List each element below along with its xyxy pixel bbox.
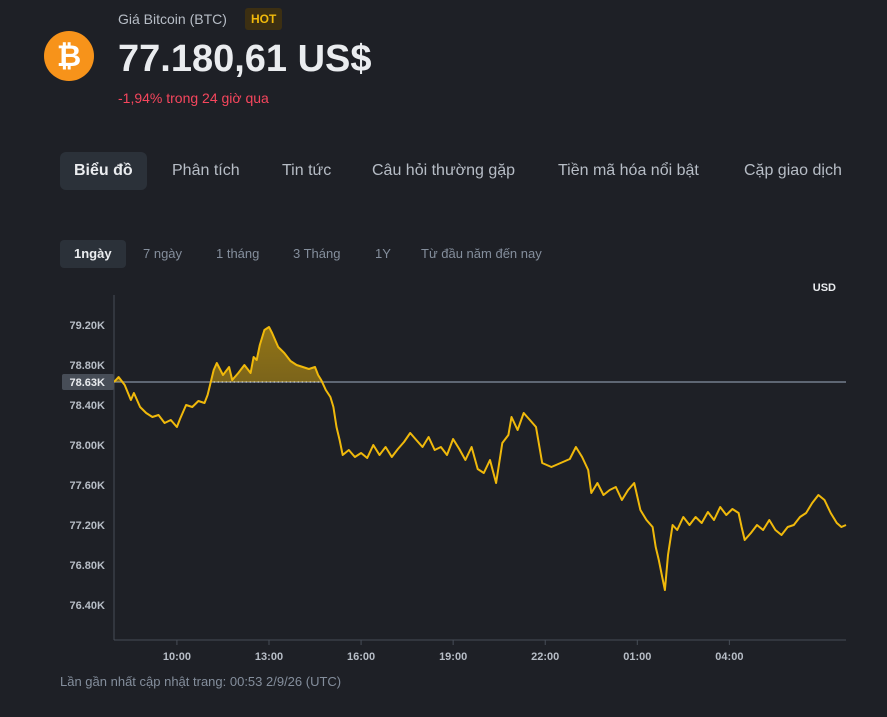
x-axis: 10:00 13:00 16:00 19:00 22:00 01:00 04:00 xyxy=(163,640,743,663)
reference-price-label: 78.63K xyxy=(70,377,106,389)
above-reference-area xyxy=(114,327,846,382)
current-price: 77.180,61 US$ xyxy=(118,38,372,80)
range-1d[interactable]: 1ngày xyxy=(60,240,126,268)
tab-faq[interactable]: Câu hỏi thường gặp xyxy=(372,162,516,179)
tab-news[interactable]: Tin tức xyxy=(282,162,332,179)
last-updated-text: Lần gần nhất cập nhật trang: 00:53 2/9/2… xyxy=(60,674,342,689)
tab-trending-crypto[interactable]: Tiền mã hóa nổi bật xyxy=(558,162,699,179)
x-tick-label: 10:00 xyxy=(163,651,191,663)
x-tick-label: 04:00 xyxy=(715,651,743,663)
range-1m[interactable]: 1 tháng xyxy=(216,246,260,261)
price-chart[interactable]: 79.20K 78.80K 78.40K 78.00K 77.60K 77.20K 76.8… xyxy=(0,270,887,670)
range-3m[interactable]: 3 Tháng xyxy=(293,246,341,261)
x-tick-label: 22:00 xyxy=(531,651,559,663)
price-change-24h: -1,94% trong 24 giờ qua xyxy=(118,90,269,106)
y-tick-label: 79.20K xyxy=(70,320,106,332)
currency-label: USD xyxy=(813,282,836,294)
x-tick-label: 16:00 xyxy=(347,651,375,663)
section-tabs: Biểu đồ Phân tích Tin tức Câu hỏi thường… xyxy=(60,152,887,192)
range-7d[interactable]: 7 ngày xyxy=(143,246,183,261)
y-tick-label: 76.80K xyxy=(70,560,106,572)
y-tick-label: 77.20K xyxy=(70,520,106,532)
range-ytd[interactable]: Từ đầu năm đến nay xyxy=(421,246,542,261)
price-line-series xyxy=(113,326,847,591)
x-tick-label: 13:00 xyxy=(255,651,283,663)
time-range-selector: 1ngày 7 ngày 1 tháng 3 Tháng 1Y Từ đầu n… xyxy=(60,240,660,270)
x-tick-label: 01:00 xyxy=(623,651,651,663)
hot-badge: HOT xyxy=(245,8,283,30)
y-tick-label: 77.60K xyxy=(70,480,106,492)
y-tick-label: 76.40K xyxy=(70,600,106,612)
tab-trading-pairs[interactable]: Cặp giao dịch xyxy=(744,162,842,179)
y-tick-label: 78.40K xyxy=(70,400,106,412)
y-axis: 79.20K 78.80K 78.40K 78.00K 77.60K 77.20K 76.8… xyxy=(70,320,106,612)
coin-name: Giá Bitcoin (BTC) xyxy=(118,11,227,27)
tab-chart[interactable]: Biểu đồ xyxy=(60,152,147,190)
y-tick-label: 78.80K xyxy=(70,360,106,372)
range-1y[interactable]: 1Y xyxy=(375,246,391,261)
x-tick-label: 19:00 xyxy=(439,651,467,663)
reference-label-badge xyxy=(62,374,114,390)
y-tick-label: 78.00K xyxy=(70,440,106,452)
tab-analysis[interactable]: Phân tích xyxy=(172,162,240,179)
bitcoin-logo-icon: ₿ xyxy=(44,31,94,81)
